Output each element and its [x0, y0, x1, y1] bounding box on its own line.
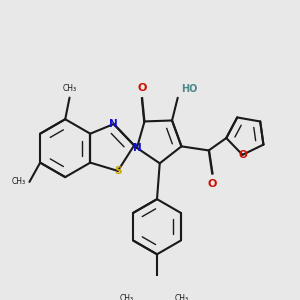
Text: N: N: [133, 143, 141, 153]
Text: CH₃: CH₃: [175, 294, 189, 300]
Text: O: O: [137, 83, 147, 93]
Text: CH₃: CH₃: [11, 177, 25, 186]
Text: N: N: [109, 119, 118, 129]
Text: O: O: [208, 178, 217, 189]
Text: S: S: [114, 166, 122, 176]
Text: HO: HO: [181, 84, 197, 94]
Text: CH₃: CH₃: [62, 84, 76, 93]
Text: O: O: [238, 150, 247, 160]
Text: CH₃: CH₃: [119, 294, 134, 300]
